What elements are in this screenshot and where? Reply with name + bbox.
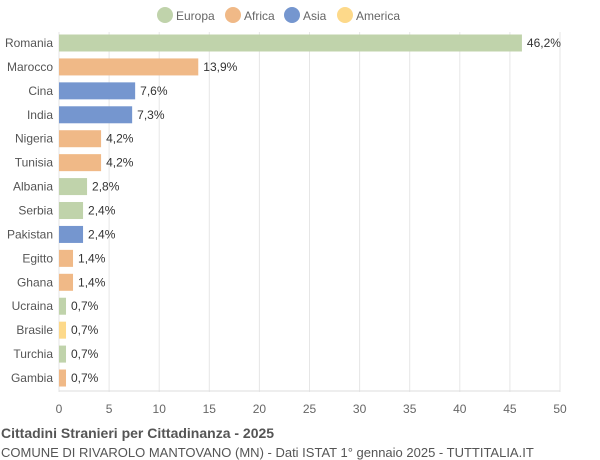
legend-marker-asia [284, 7, 300, 23]
data-label: 13,9% [203, 60, 237, 74]
x-tick-label: 20 [253, 402, 267, 416]
bar-romania [59, 34, 522, 52]
category-label: Ucraina [12, 299, 54, 313]
x-tick-label: 5 [106, 402, 113, 416]
chart-title: Cittadini Stranieri per Cittadinanza - 2… [1, 425, 275, 441]
category-label: Gambia [11, 371, 53, 385]
x-tick-label: 40 [453, 402, 467, 416]
legend-label: America [356, 9, 400, 23]
legend-label: Africa [244, 9, 275, 23]
data-label: 0,7% [71, 299, 99, 313]
bar-gambia [59, 369, 67, 387]
data-label: 1,4% [78, 275, 106, 289]
data-label: 46,2% [527, 36, 561, 50]
x-tick-label: 50 [553, 402, 567, 416]
bar-pakistan [59, 225, 84, 243]
category-label: Tunisia [15, 156, 54, 170]
data-label: 2,8% [92, 180, 120, 194]
bar-egitto [59, 249, 74, 267]
category-label: Cina [28, 84, 53, 98]
x-tick-label: 45 [503, 402, 517, 416]
bar-ghana [59, 273, 74, 291]
bar-india [59, 106, 133, 124]
bar-serbia [59, 202, 84, 220]
bar-cina [59, 82, 136, 100]
bar-tunisia [59, 154, 102, 172]
data-label: 7,3% [137, 108, 165, 122]
legend-label: Asia [303, 9, 327, 23]
x-tick-label: 25 [303, 402, 317, 416]
category-label: Egitto [22, 251, 53, 265]
category-label: Turchia [13, 347, 53, 361]
data-label: 4,2% [106, 156, 134, 170]
data-label: 0,7% [71, 347, 99, 361]
data-label: 0,7% [71, 323, 99, 337]
bar-turchia [59, 345, 67, 363]
category-label: Nigeria [15, 132, 53, 146]
legend-marker-europa [157, 7, 173, 23]
data-label: 4,2% [106, 132, 134, 146]
data-label: 7,6% [140, 84, 168, 98]
x-tick-label: 35 [403, 402, 417, 416]
bar-albania [59, 178, 88, 196]
data-label: 2,4% [88, 204, 116, 218]
bar-ucraina [59, 297, 67, 315]
category-label: India [27, 108, 53, 122]
category-label: Albania [13, 180, 53, 194]
category-label: Serbia [18, 204, 53, 218]
bar-marocco [59, 58, 199, 76]
category-label: Ghana [17, 275, 53, 289]
x-tick-label: 0 [56, 402, 63, 416]
data-label: 0,7% [71, 371, 99, 385]
category-label: Brasile [16, 323, 53, 337]
category-label: Marocco [7, 60, 53, 74]
category-label: Romania [5, 36, 53, 50]
data-label: 1,4% [78, 251, 106, 265]
x-tick-label: 15 [203, 402, 217, 416]
data-label: 2,4% [88, 227, 116, 241]
x-tick-label: 30 [353, 402, 367, 416]
bar-nigeria [59, 130, 102, 148]
category-label: Pakistan [7, 227, 53, 241]
legend-marker-america [337, 7, 353, 23]
chart-subtitle: COMUNE DI RIVAROLO MANTOVANO (MN) - Dati… [1, 445, 534, 460]
legend-marker-africa [225, 7, 241, 23]
legend-label: Europa [176, 9, 215, 23]
x-tick-label: 10 [153, 402, 167, 416]
bar-brasile [59, 321, 67, 339]
